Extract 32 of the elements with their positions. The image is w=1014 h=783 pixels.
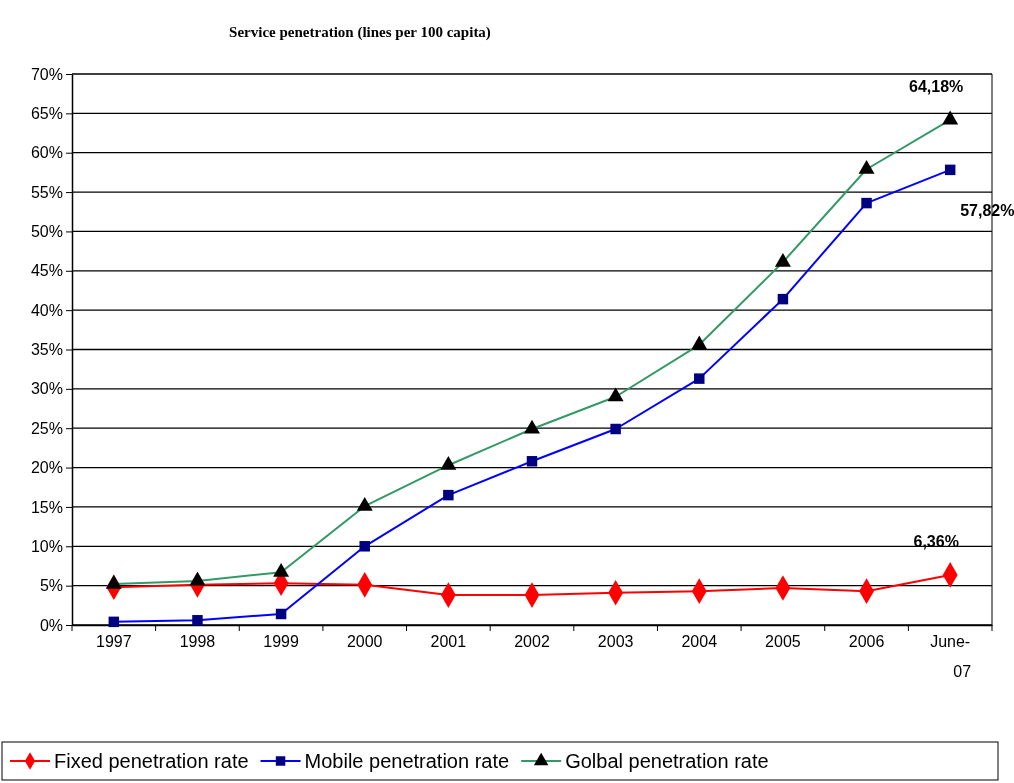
x-tick-label: 2001 <box>430 633 467 650</box>
y-tick-label: 35% <box>30 341 63 359</box>
chart-title: Service penetration (lines per 100 capita) <box>229 24 491 41</box>
x-tick-label: 2003 <box>597 633 634 650</box>
y-tick-label: 50% <box>30 223 63 241</box>
x-tick-label: 1997 <box>96 633 132 650</box>
legend-label: Mobile penetration rate <box>304 750 510 772</box>
x-tick-label: 1999 <box>263 633 299 650</box>
legend-label: Golbal penetration rate <box>565 750 769 772</box>
y-tick-label: 65% <box>30 104 63 122</box>
y-tick-label: 70% <box>30 65 63 83</box>
x-tick-label: 2005 <box>765 633 801 650</box>
y-tick-label: 30% <box>30 380 63 398</box>
y-tick-label: 10% <box>30 537 63 555</box>
y-tick-label: 45% <box>30 262 63 280</box>
annotation: 64,18% <box>909 77 964 95</box>
y-tick-label: 5% <box>39 577 63 595</box>
y-tick-label: 40% <box>30 301 63 319</box>
x-tick-label: 2006 <box>848 633 885 650</box>
x-tick-label: 2002 <box>514 633 550 650</box>
x-tick-label: 1998 <box>179 633 216 650</box>
x-tick-label: June-07 <box>930 633 972 680</box>
x-tick-label: 2000 <box>346 633 383 650</box>
annotation: 57,82% <box>960 201 1014 219</box>
y-tick-label: 55% <box>30 183 63 201</box>
legend-label: Fixed penetration rate <box>54 750 249 772</box>
x-tick-label: 2004 <box>681 633 718 650</box>
y-tick-label: 15% <box>30 498 63 516</box>
y-tick-label: 20% <box>30 459 63 477</box>
y-tick-label: 0% <box>39 616 63 634</box>
y-tick-label: 60% <box>30 144 63 162</box>
y-tick-label: 25% <box>30 419 63 437</box>
